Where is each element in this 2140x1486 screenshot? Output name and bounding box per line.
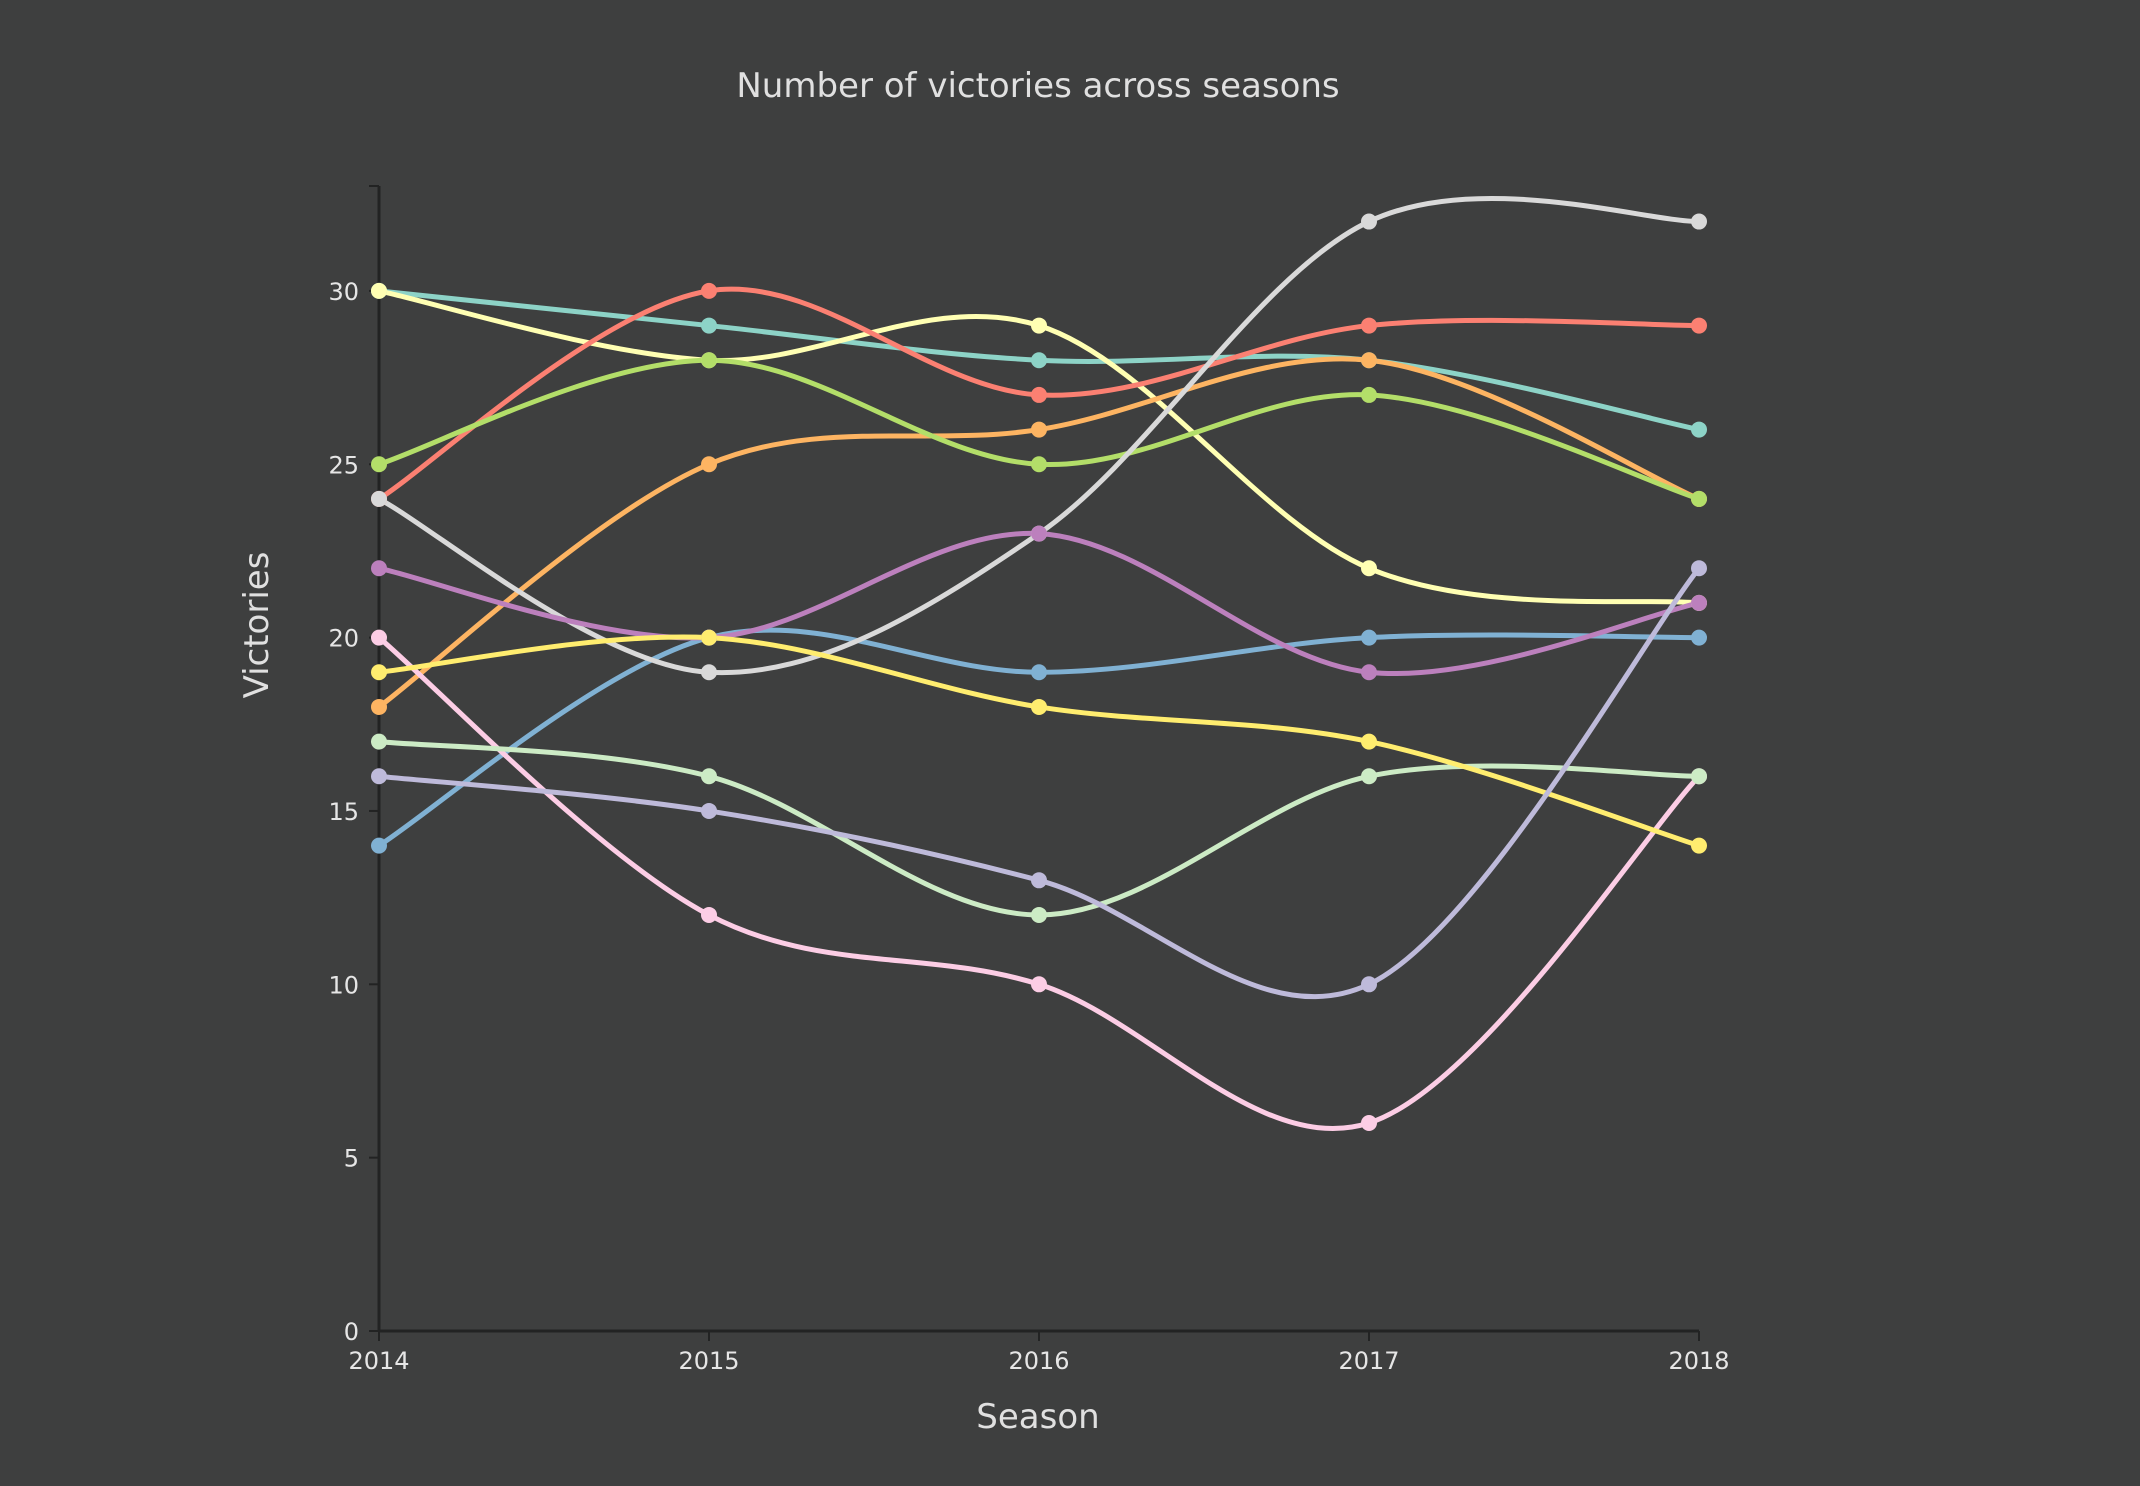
data-point-series-11-2018 (1691, 837, 1707, 854)
x-ticks: 2014 2015 2016 2017 2018 (348, 1331, 1730, 1375)
data-point-series-6-2017 (1361, 386, 1377, 403)
data-point-series-10-2016 (1031, 906, 1047, 923)
data-point-series-5-2014 (371, 698, 387, 715)
data-point-series-3-2015 (701, 282, 717, 299)
x-tick-label: 2016 (1008, 1347, 1069, 1375)
x-tick-label: 2017 (1338, 1347, 1399, 1375)
series-line-7 (376, 635, 1702, 1131)
data-point-series-2-2016 (1031, 317, 1047, 334)
data-point-series-10-2014 (371, 733, 387, 750)
data-point-series-5-2017 (1361, 352, 1377, 369)
data-point-series-6-2014 (371, 456, 387, 473)
data-point-series-6-2015 (701, 352, 717, 369)
data-point-series-12-2015 (701, 802, 717, 819)
data-point-series-12-2014 (371, 768, 387, 785)
series-line-2 (376, 288, 1702, 606)
data-point-series-12-2018 (1691, 560, 1707, 577)
data-point-series-8-2017 (1361, 213, 1377, 230)
series-points (371, 213, 1707, 1131)
data-point-series-8-2018 (1691, 213, 1707, 230)
data-point-series-9-2018 (1691, 594, 1707, 611)
data-point-series-6-2016 (1031, 456, 1047, 473)
y-axis-label: Victories (237, 552, 277, 699)
data-point-series-11-2015 (701, 629, 717, 646)
data-point-series-6-2018 (1691, 490, 1707, 507)
y-ticks: 0 5 10 15 20 25 30 (328, 185, 379, 1346)
x-tick-label: 2015 (678, 1347, 739, 1375)
data-point-series-9-2014 (371, 560, 387, 577)
data-point-series-11-2016 (1031, 698, 1047, 715)
y-tick-label: 30 (328, 278, 359, 306)
data-point-series-11-2017 (1361, 733, 1377, 750)
data-point-series-7-2016 (1031, 976, 1047, 993)
data-point-series-1-2016 (1031, 352, 1047, 369)
data-point-series-12-2017 (1361, 976, 1377, 993)
data-point-series-3-2017 (1361, 317, 1377, 334)
series-line-10 (376, 739, 1702, 918)
x-tick-label: 2018 (1668, 1347, 1729, 1375)
x-axis-label: Season (976, 1397, 1099, 1437)
data-point-series-7-2015 (701, 906, 717, 923)
data-point-series-3-2016 (1031, 386, 1047, 403)
data-point-series-9-2016 (1031, 525, 1047, 542)
series-line-3 (376, 286, 1702, 502)
data-point-series-12-2016 (1031, 872, 1047, 889)
data-point-series-10-2018 (1691, 768, 1707, 785)
data-point-series-1-2018 (1691, 421, 1707, 438)
series-line-12 (376, 565, 1702, 999)
y-tick-label: 5 (344, 1145, 359, 1173)
y-tick-label: 0 (344, 1318, 359, 1346)
data-point-series-4-2017 (1361, 629, 1377, 646)
y-tick-label: 20 (328, 625, 359, 653)
data-point-series-10-2015 (701, 768, 717, 785)
data-point-series-5-2016 (1031, 421, 1047, 438)
data-point-series-10-2017 (1361, 768, 1377, 785)
y-tick-label: 10 (328, 971, 359, 999)
y-tick-label: 15 (328, 798, 359, 826)
data-point-series-8-2015 (701, 664, 717, 681)
data-point-series-11-2014 (371, 664, 387, 681)
data-point-series-4-2018 (1691, 629, 1707, 646)
data-point-series-7-2017 (1361, 1114, 1377, 1131)
data-point-series-9-2017 (1361, 664, 1377, 681)
data-point-series-2-2014 (371, 282, 387, 299)
data-point-series-1-2015 (701, 317, 717, 334)
data-point-series-4-2014 (371, 837, 387, 854)
data-point-series-4-2016 (1031, 664, 1047, 681)
x-tick-label: 2014 (348, 1347, 409, 1375)
data-point-series-8-2014 (371, 490, 387, 507)
data-point-series-3-2018 (1691, 317, 1707, 334)
y-tick-label: 25 (328, 451, 359, 479)
chart-title: Number of victories across seasons (736, 66, 1339, 106)
data-point-series-5-2015 (701, 456, 717, 473)
data-point-series-2-2017 (1361, 560, 1377, 577)
series-line-9 (376, 531, 1702, 676)
data-point-series-7-2014 (371, 629, 387, 646)
